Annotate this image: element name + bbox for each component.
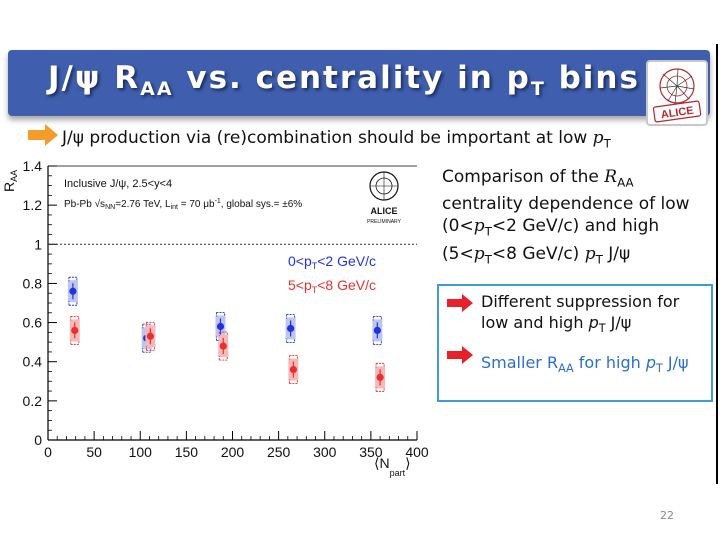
y-tick-label: 1.4 [23,158,43,174]
low-pt-point [285,313,296,343]
raa-plot: 0 50 100 150 200 250 300 350 400 0 0.2 0.4 0.6 0.8 1 1.… [1,158,429,478]
high-pt-point [375,362,386,392]
y-tick-label: 0.2 [23,393,43,409]
conclusions-box [437,284,713,402]
legend-low-pt: 0<pT<2 GeV/c [288,253,376,271]
annotation-inclusive: Inclusive J/ψ, 2.5<y<4 [64,178,172,190]
x-axis-label-group: ⟨Npart⟩ [374,455,411,478]
data-point-marker [69,287,77,295]
x-tick-label: 100 [129,444,153,460]
preliminary-logo-text: ALICE [371,206,398,216]
slide-title: J/ψ RAA vs. centrality in pT bins [48,60,640,101]
y-tick-label: 1 [34,236,42,252]
svg-text:RAA: RAA [1,170,19,192]
right-border-line [716,44,718,484]
data-point-marker [376,373,384,381]
y-axis-label-group: RAA [1,170,19,192]
x-tick-label: 0 [44,444,52,460]
annotation-energy: =2.76 TeV, L [115,199,171,210]
annotation-sys: , global sys.= ±6% [221,199,302,210]
alice-preliminary-logo: ALICE PRELIMINARY [367,171,402,225]
data-point-marker [373,326,381,334]
y-tick-label: 0.4 [23,354,43,370]
red-arrow-icon [447,294,473,312]
y-axis-label-sub: AA [9,170,19,182]
high-pt-point [288,355,299,384]
svg-text:Pb-Pb √sNN=2.76 TeV, Lint = 70: Pb-Pb √sNN=2.76 TeV, Lint = 70 μb-1, glo… [64,198,302,211]
global-uncertainty-bracket [68,276,78,306]
legend-high-pt: 5<pT<8 GeV/c [288,277,376,295]
preliminary-logo-sub: PRELIMINARY [367,219,401,225]
plot-axes: 0 50 100 150 200 250 300 350 400 0 0.2 0.4 0.6 0.8 1 1.… [23,158,429,460]
high-pt-point [69,315,80,345]
high-pt-point [145,321,156,351]
data-point-marker [289,365,297,374]
data-point-marker [216,322,225,331]
data-point-marker [146,332,154,340]
comparison-text: Comparison of the RAA centrality depende… [442,167,690,267]
low-pt-point [67,276,78,306]
data-point-marker [71,326,79,334]
y-tick-label: 0.6 [23,315,43,331]
x-axis-label-sub: part [390,468,406,478]
annotation-int-sub: int [171,204,178,211]
page-number: 22 [660,509,674,522]
plot-marks [67,276,386,392]
annotation-snn-sub: NN [105,204,115,211]
annotation-pbpb: Pb-Pb √s [64,198,105,210]
data-point-marker [287,324,295,333]
alice-logo-text: ALICE [660,105,694,121]
recombination-statement: J/ψ production via (re)combination shoul… [62,128,611,151]
global-uncertainty-bracket [375,362,385,392]
red-arrow-icon [447,346,473,364]
high-pt-point [218,331,229,361]
x-axis-label-main: ⟨N [374,455,390,471]
plot-annotations: Inclusive J/ψ, 2.5<y<4 Pb-Pb √sNN=2.76 T… [64,178,302,211]
x-tick-label: 150 [175,444,199,460]
x-tick-label: 300 [313,444,337,460]
annotation-lumi-sup: -1 [215,198,221,205]
svg-text:⟨Npart⟩: ⟨Npart⟩ [374,455,411,478]
alice-logo-graphic: ALICE [652,68,702,123]
plot-legend: 0<pT<2 GeV/c 5<pT<8 GeV/c [288,253,376,295]
x-tick-label: 400 [405,444,429,460]
alice-logo: ALICE [646,60,708,126]
y-tick-label: 0.8 [23,275,43,291]
x-tick-label: 250 [267,444,291,460]
global-uncertainty-bracket [218,331,228,361]
global-uncertainty-bracket [372,315,382,345]
y-tick-label: 0 [34,432,42,448]
x-tick-label: 200 [221,444,245,460]
low-pt-point [372,315,383,345]
global-uncertainty-bracket [70,315,80,345]
y-axis-label-main: R [1,182,17,192]
orange-arrow-icon [28,124,58,146]
global-uncertainty-bracket [288,355,298,384]
global-uncertainty-bracket [145,321,155,351]
x-tick-label: 50 [86,444,102,460]
x-tick-label: 350 [359,444,383,460]
x-axis-label-end: ⟩ [405,455,410,471]
conclusion-smaller-raa: Smaller RAA for high pT J/ψ [481,353,689,376]
annotation-lumi: = 70 μb [178,199,215,210]
global-uncertainty-bracket [286,313,296,343]
conclusion-different-suppression: Different suppression for low and high p… [481,292,680,336]
y-tick-label: 1.2 [23,197,43,213]
title-bar [8,50,710,116]
data-point-marker [219,342,227,350]
